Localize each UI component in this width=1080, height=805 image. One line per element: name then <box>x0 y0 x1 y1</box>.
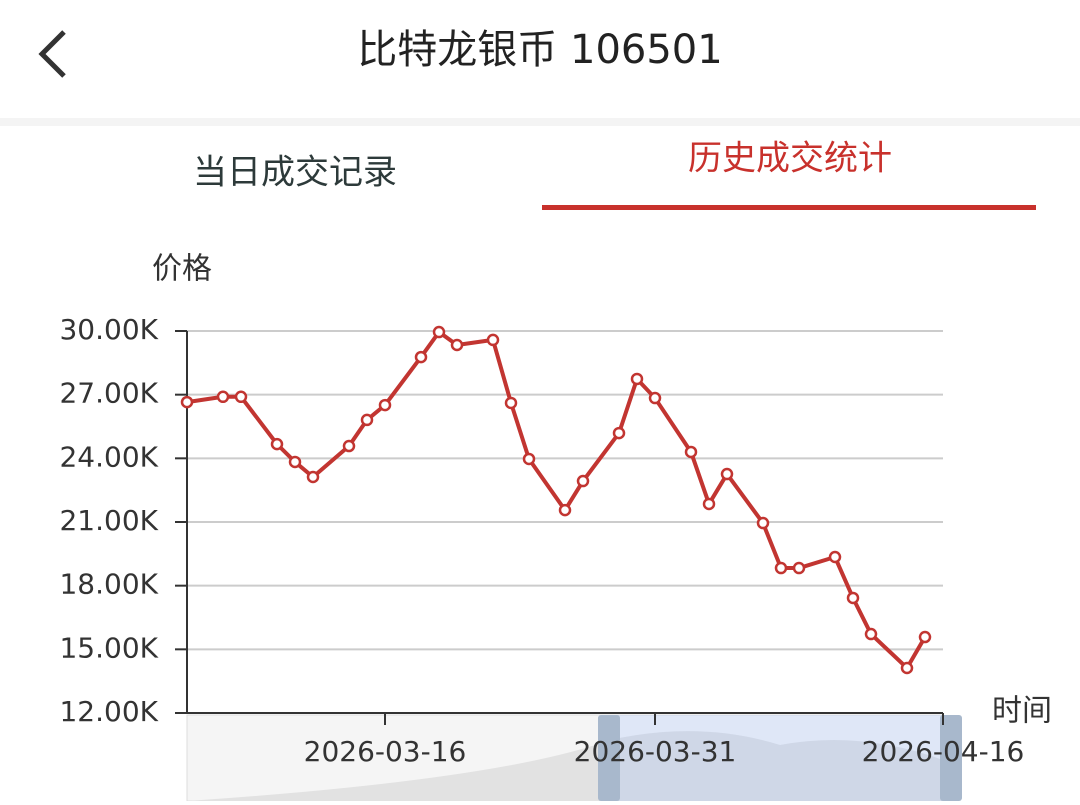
price-point <box>558 503 572 517</box>
price-point <box>792 561 806 575</box>
divider <box>0 118 1080 126</box>
price-point <box>342 439 356 453</box>
x-tick-label: 2026-03-31 <box>574 735 737 768</box>
y-tick-label: 24.00K <box>59 440 158 473</box>
y-tick-label: 30.00K <box>59 313 158 346</box>
price-point <box>900 661 914 675</box>
zoom-slider[interactable] <box>186 714 962 802</box>
price-point <box>720 467 734 481</box>
tab-active[interactable]: 历史成交统计 <box>688 139 892 179</box>
x-axis-label: 时间 <box>992 694 1052 729</box>
price-point <box>432 325 446 339</box>
y-tick-label: 18.00K <box>59 568 158 601</box>
price-point <box>918 630 932 644</box>
price-point <box>288 455 302 469</box>
price-point <box>234 390 248 404</box>
slider-handle[interactable] <box>940 715 962 801</box>
slider-handle[interactable] <box>598 715 620 801</box>
slider-window <box>609 715 951 801</box>
price-point <box>504 396 518 410</box>
price-point <box>684 445 698 459</box>
price-point <box>306 470 320 484</box>
price-line <box>186 330 927 671</box>
slider-preview <box>187 731 943 801</box>
price-point <box>414 350 428 364</box>
page-title: 比特龙银币 106501 <box>357 27 722 73</box>
y-tick-label: 21.00K <box>59 504 158 537</box>
price-point <box>702 497 716 511</box>
back-button[interactable] <box>38 30 66 78</box>
price-point <box>576 474 590 488</box>
y-axis-label: 价格 <box>152 252 212 287</box>
price-point <box>522 452 536 466</box>
tab-indicator <box>542 205 1036 210</box>
price-point <box>450 338 464 352</box>
price-point <box>360 413 374 427</box>
price-point <box>864 627 878 641</box>
price-point <box>270 437 284 451</box>
price-point <box>756 516 770 530</box>
price-point <box>486 333 500 347</box>
y-tick-label: 15.00K <box>59 631 158 664</box>
x-tick-label: 2026-04-16 <box>862 735 1025 768</box>
price-point <box>828 550 842 564</box>
y-tick-label: 27.00K <box>59 377 158 410</box>
tab[interactable]: 当日成交记录 <box>193 153 397 193</box>
price-point <box>180 395 194 409</box>
price-point <box>648 391 662 405</box>
price-point <box>630 372 644 386</box>
x-tick-label: 2026-03-16 <box>304 735 467 768</box>
price-point <box>612 426 626 440</box>
price-point <box>378 398 392 412</box>
price-point <box>216 390 230 404</box>
y-tick-label: 12.00K <box>59 695 158 728</box>
price-point <box>846 591 860 605</box>
price-point <box>774 561 788 575</box>
